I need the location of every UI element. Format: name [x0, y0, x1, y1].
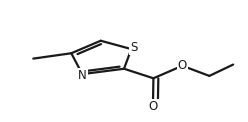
Text: O: O: [178, 59, 187, 72]
Text: N: N: [78, 69, 87, 82]
Text: S: S: [130, 41, 137, 54]
Text: O: O: [148, 100, 157, 113]
